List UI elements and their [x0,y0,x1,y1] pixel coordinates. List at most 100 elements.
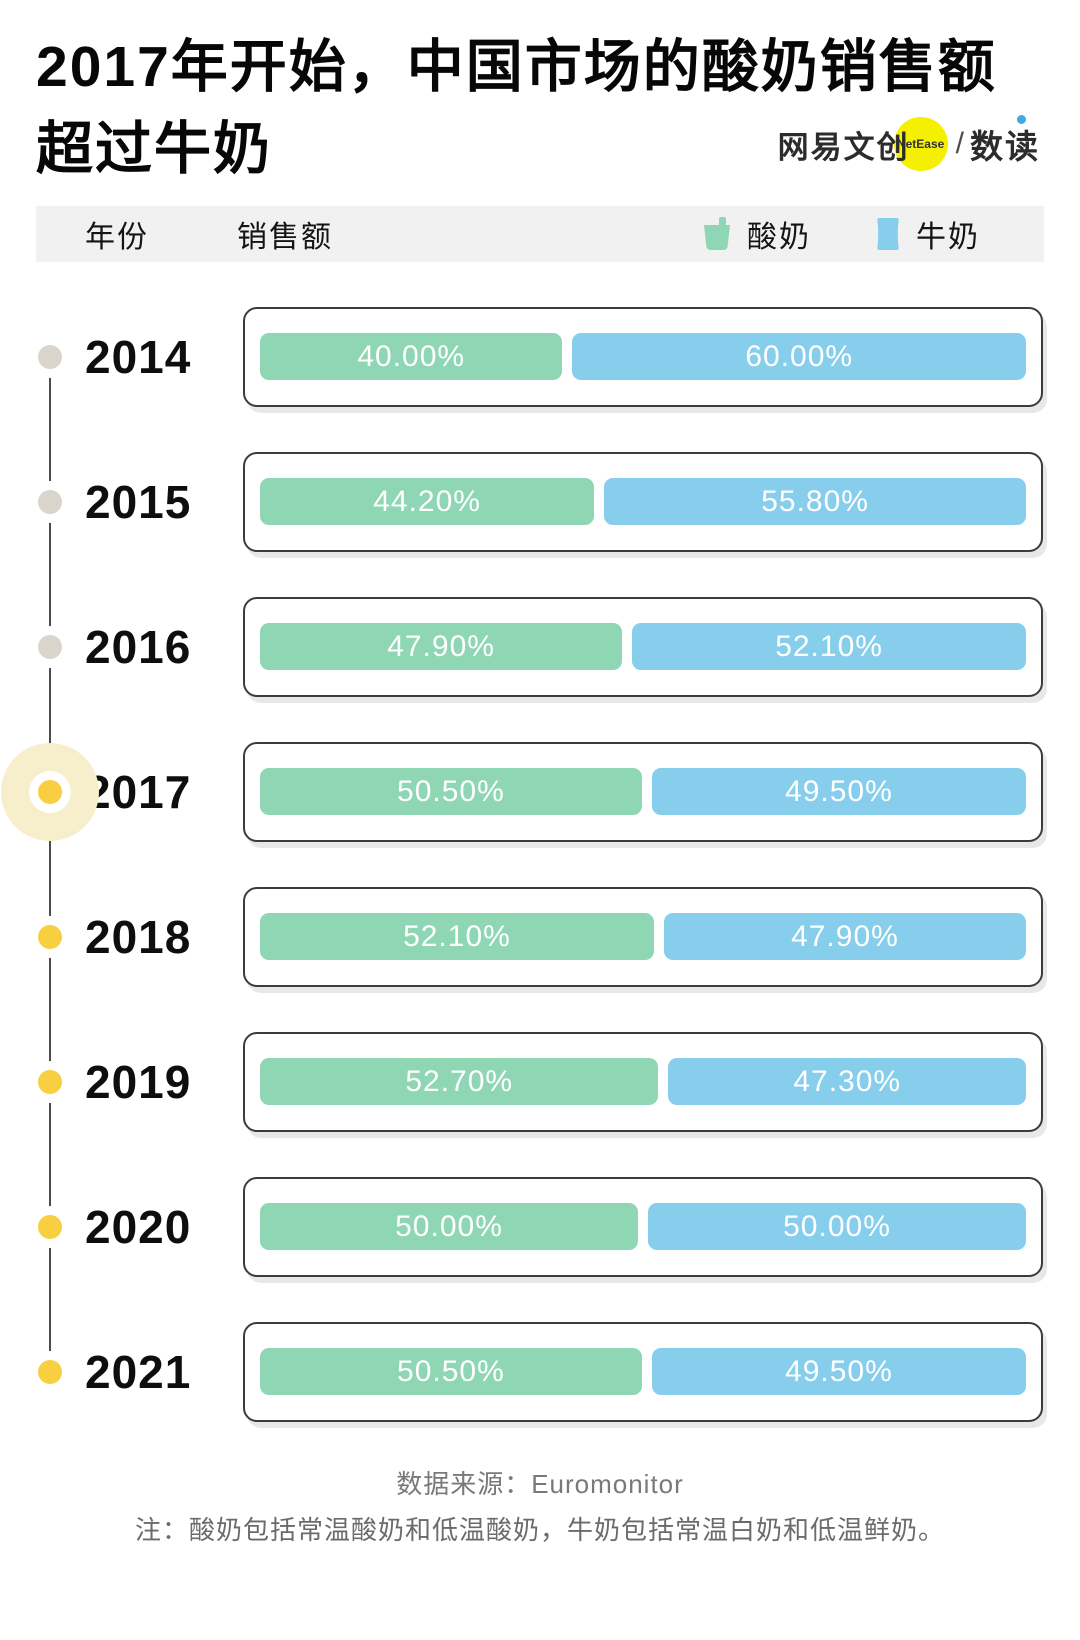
page-title-line2: 超过牛奶 [36,117,272,182]
timeline-marker-dot [38,924,62,949]
timeline-marker-dot [38,1214,62,1239]
logo-divider: / [955,127,964,160]
yogurt-value-label: 50.50% [397,774,505,808]
bar-card: 50.00% 50.00% [243,1176,1043,1277]
yogurt-bar: 52.70% [260,1058,659,1105]
milk-value-label: 47.30% [793,1064,902,1098]
year-label: 2016 [85,620,192,673]
yogurt-bar: 50.00% [260,1203,638,1250]
timeline-marker [28,1060,72,1104]
timeline-marker [28,480,72,524]
timeline-marker-ring [29,1060,71,1103]
chart-rows: 2014 40.00% 60.00% 2015 44.20% [0,284,1080,1444]
bar-card: 40.00% 60.00% [243,306,1043,407]
milk-bar: 50.00% [648,1203,1026,1250]
year-label: 2019 [85,1055,192,1108]
yogurt-value-label: 52.70% [405,1064,514,1098]
year-row: 2018 52.10% 47.90% [0,864,1080,1009]
year-label: 2015 [85,475,192,528]
logo-blue-dot-icon [1017,115,1026,124]
year-label: 2017 [85,765,192,818]
timeline-marker [28,915,72,959]
footnote: 注：酸奶包括常温酸奶和低温酸奶，牛奶包括常温白奶和低温鲜奶。 [134,1515,945,1545]
timeline-marker-dot [38,1359,62,1384]
netease-logo: 网易文创 NetEase / 数读 [777,115,1040,172]
year-row: 2016 47.90% 52.10% [0,574,1080,719]
stacked-bars: 50.50% 49.50% [260,768,1026,815]
timeline-marker-dot [38,489,62,514]
stacked-bars: 52.10% 47.90% [260,913,1026,960]
legend: 酸奶 牛奶 [702,212,980,256]
logo-product-label: 数读 [970,128,1040,165]
page-title-line1: 2017年开始，中国市场的酸奶销售额 [36,35,997,99]
year-row: 2021 50.50% 49.50% [0,1299,1080,1444]
bar-card: 50.50% 49.50% [243,1321,1043,1422]
yogurt-value-label: 52.10% [403,919,511,953]
milk-bar: 49.50% [651,1348,1026,1395]
milk-value-label: 52.10% [775,629,883,663]
timeline-marker-ring [29,1350,71,1393]
yogurt-value-label: 50.00% [395,1209,503,1243]
yogurt-bar: 40.00% [260,333,563,380]
logo-product-text: 数读 [970,115,1040,168]
yogurt-bar: 52.10% [260,913,654,960]
milk-bar: 49.50% [651,768,1026,815]
logo-brand-text: 网易文创 [777,129,910,165]
page-title: 2017年开始，中国市场的酸奶销售额 超过牛奶 [36,26,1050,190]
bar-card: 47.90% 52.10% [243,596,1043,697]
milk-bar: 47.90% [663,913,1026,960]
milk-bar: 55.80% [604,478,1026,525]
year-label: 2018 [85,910,192,963]
yogurt-bar: 47.90% [260,623,623,670]
timeline-marker-dot [38,634,62,659]
timeline-marker [28,1205,72,1249]
yogurt-bar: 50.50% [260,768,642,815]
column-header-year: 年份 [85,221,149,254]
year-row: 2019 52.70% 47.30% [0,1009,1080,1154]
legend-label-milk: 牛奶 [916,221,980,254]
legend-item-yogurt: 酸奶 [702,212,811,256]
column-header-bar: 年份 销售额 酸奶 牛奶 [36,206,1044,262]
stacked-bars: 52.70% 47.30% [260,1058,1026,1105]
timeline-marker-ring [29,770,71,813]
bar-card: 50.50% 49.50% [243,741,1043,842]
milk-value-label: 49.50% [785,1354,893,1388]
milk-value-label: 55.80% [761,484,869,518]
timeline-marker [28,335,72,379]
year-label: 2014 [85,330,192,383]
bar-card: 44.20% 55.80% [243,451,1043,552]
milk-value-label: 50.00% [783,1209,891,1243]
milk-value-label: 49.50% [785,774,893,808]
legend-label-yogurt: 酸奶 [747,221,811,254]
milk-bar: 47.30% [668,1058,1026,1105]
stacked-bars: 50.00% 50.00% [260,1203,1026,1250]
yogurt-value-label: 47.90% [387,629,495,663]
netease-badge-icon: NetEase [893,117,948,171]
bar-card: 52.10% 47.90% [243,886,1043,987]
column-header-sales: 销售额 [237,221,333,254]
timeline-marker [28,625,72,669]
yogurt-value-label: 40.00% [357,339,466,373]
milk-value-label: 60.00% [745,339,854,373]
stacked-bars: 44.20% 55.80% [260,478,1026,525]
timeline-line [49,357,51,1372]
legend-item-milk: 牛奶 [875,212,980,256]
timeline-marker-ring [29,335,71,378]
yogurt-cup-icon [704,217,730,251]
yogurt-bar: 50.50% [260,1348,642,1395]
bar-card: 52.70% 47.30% [243,1031,1043,1132]
yogurt-bar: 44.20% [260,478,595,525]
netease-badge-label: NetEase [896,137,945,151]
timeline-marker-dot [38,344,62,369]
data-source: 数据来源：Euromonitor [396,1469,684,1499]
milk-bar: 52.10% [632,623,1026,670]
milk-bar: 60.00% [572,333,1026,380]
year-row: 2020 50.00% 50.00% [0,1154,1080,1299]
year-row: 2015 44.20% 55.80% [0,429,1080,574]
year-row: 2014 40.00% 60.00% [0,284,1080,429]
milk-carton-icon [877,218,899,250]
timeline-marker [1,742,99,841]
timeline-marker-dot [38,1069,62,1094]
year-label: 2021 [85,1345,192,1398]
yogurt-value-label: 50.50% [397,1354,505,1388]
